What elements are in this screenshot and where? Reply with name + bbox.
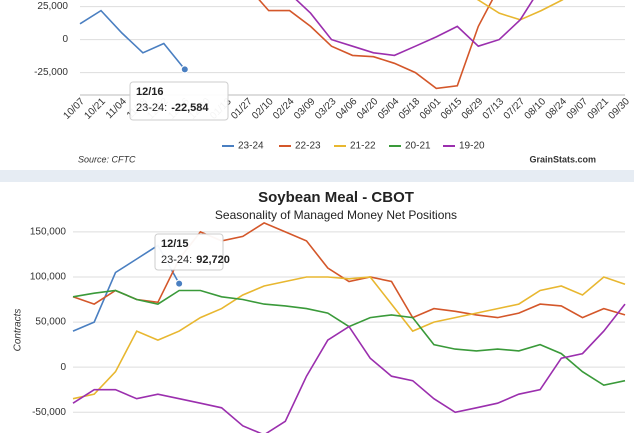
hover-point (175, 279, 184, 288)
tooltip-series: 23-24: (136, 102, 167, 114)
credit: GrainStats.com (529, 154, 596, 164)
y-tick-label: 100,000 (30, 272, 67, 283)
source: Source: CFTC (78, 154, 136, 164)
y-tick-label: 0 (60, 362, 66, 373)
y-tick-label: 150,000 (30, 227, 67, 238)
hover-point (180, 65, 189, 74)
series-line (72, 276, 626, 400)
top-panel (0, 0, 634, 170)
legend-label: 21-22 (350, 141, 376, 152)
separator (0, 170, 634, 182)
tooltip-value: -22,584 (171, 102, 209, 114)
tooltip-title: 12/16 (136, 86, 164, 98)
legend-label: 20-21 (405, 141, 431, 152)
series-line (295, 0, 534, 57)
series-line (72, 222, 626, 319)
legend-label: 23-24 (238, 141, 264, 152)
y-axis-label: Contracts (13, 309, 24, 352)
chart-title: Soybean Meal - CBOT (258, 189, 414, 206)
y-tick-label: 0 (62, 34, 68, 45)
y-tick-label: -25,000 (34, 67, 68, 78)
y-tick-label: -50,000 (32, 407, 66, 418)
series-line (79, 9, 186, 70)
legend-label: 19-20 (459, 141, 485, 152)
tooltip-box (154, 233, 224, 271)
legend-label: 22-23 (295, 141, 321, 152)
y-tick-label: 50,000 (35, 317, 66, 328)
series-line (258, 0, 494, 90)
chart-subtitle: Seasonality of Managed Money Net Positio… (215, 208, 457, 222)
tooltip-series: 23-24: (161, 254, 192, 266)
plot (79, 0, 564, 90)
bottom-panel (0, 182, 634, 433)
series-line (72, 303, 626, 433)
tooltip-title: 12/15 (161, 238, 189, 250)
tooltip-value: 92,720 (196, 254, 230, 266)
y-tick-label: 25,000 (37, 1, 68, 12)
tooltip-box (129, 81, 229, 121)
